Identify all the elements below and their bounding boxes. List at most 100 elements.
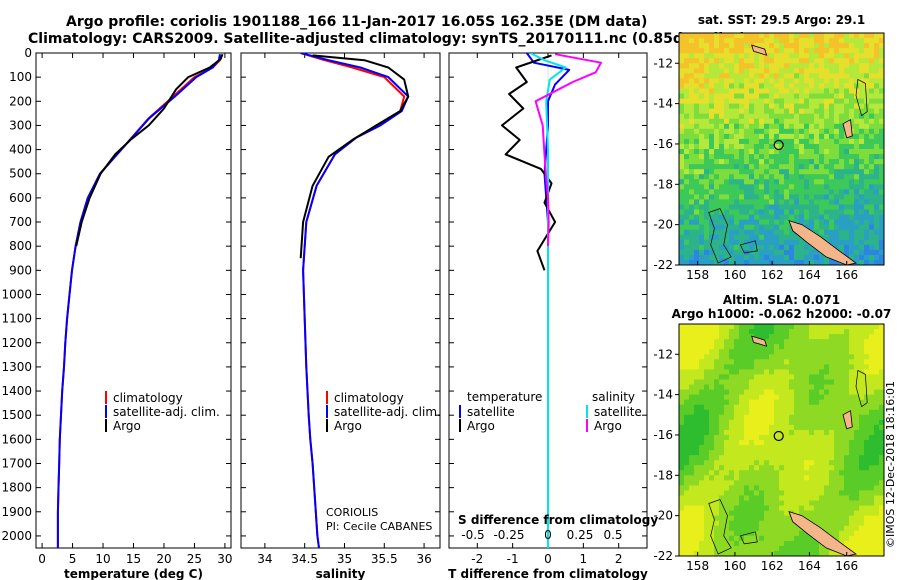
heatmap-cell <box>844 194 850 200</box>
s-difference-tick-label: 0.5 <box>603 528 622 542</box>
heatmap-cell <box>684 83 690 89</box>
heatmap-cell <box>679 123 685 130</box>
heatmap-cell <box>819 465 825 471</box>
heatmap-cell <box>709 349 715 355</box>
heatmap-cell <box>879 490 885 496</box>
heatmap-cell <box>789 113 795 120</box>
heatmap-cell <box>874 530 880 537</box>
heatmap-cell <box>794 244 800 251</box>
heatmap-cell <box>824 374 830 380</box>
heatmap-cell <box>734 113 740 120</box>
heatmap-cell <box>684 530 690 537</box>
heatmap-cell <box>689 545 695 552</box>
heatmap-cell <box>814 254 820 261</box>
heatmap-cell <box>769 419 775 426</box>
heatmap-cell <box>734 434 740 441</box>
heatmap-cell <box>794 103 800 110</box>
heatmap-cell <box>829 108 835 115</box>
heatmap-cell <box>679 404 685 411</box>
heatmap-cell <box>779 93 785 99</box>
heatmap-cell <box>874 199 880 205</box>
heatmap-cell <box>844 530 850 537</box>
heatmap-cell <box>699 48 705 54</box>
heatmap-cell <box>769 465 775 471</box>
heatmap-cell <box>684 450 690 456</box>
heatmap-cell <box>874 450 880 456</box>
legend-temperature: climatology satellite-adj. clim. Argo <box>105 391 220 433</box>
heatmap-cell <box>839 179 845 185</box>
heatmap-cell <box>699 495 705 501</box>
heatmap-cell <box>779 63 785 69</box>
heatmap-cell <box>864 174 870 180</box>
heatmap-cell <box>774 159 780 165</box>
heatmap-cell <box>849 339 855 345</box>
heatmap-cell <box>769 349 775 355</box>
heatmap-cell <box>694 194 700 200</box>
heatmap-cell <box>784 38 790 44</box>
heatmap-cell <box>779 259 785 266</box>
heatmap-cell <box>769 48 775 54</box>
heatmap-cell <box>839 344 845 350</box>
heatmap-cell <box>679 68 685 74</box>
heatmap-cell <box>769 445 775 451</box>
heatmap-cell <box>679 78 685 84</box>
heatmap-cell <box>764 58 770 64</box>
heatmap-cell <box>794 450 800 456</box>
heatmap-cell <box>679 229 685 236</box>
heatmap-cell <box>684 545 690 552</box>
heatmap-cell <box>824 88 830 94</box>
heatmap-cell <box>699 409 705 416</box>
heatmap-cell <box>684 495 690 501</box>
heatmap-cell <box>864 384 870 390</box>
heatmap-cell <box>764 83 770 89</box>
heatmap-cell <box>724 394 730 401</box>
heatmap-cell <box>754 515 760 522</box>
heatmap-cell <box>764 394 770 401</box>
heatmap-cell <box>784 68 790 74</box>
heatmap-cell <box>809 339 815 345</box>
heatmap-cell <box>834 214 840 221</box>
heatmap-cell <box>804 149 810 155</box>
heatmap-cell <box>829 138 835 145</box>
heatmap-cell <box>714 219 720 226</box>
heatmap-cell <box>799 359 805 365</box>
heatmap-cell <box>854 460 860 466</box>
heatmap-cell <box>799 465 805 471</box>
heatmap-cell <box>779 450 785 456</box>
heatmap-cell <box>684 354 690 360</box>
heatmap-cell <box>809 329 815 335</box>
heatmap-cell <box>694 149 700 155</box>
heatmap-cell <box>764 455 770 461</box>
heatmap-cell <box>859 174 865 180</box>
heatmap-cell <box>764 384 770 390</box>
heatmap-cell <box>689 169 695 175</box>
heatmap-cell <box>834 128 840 135</box>
heatmap-cell <box>829 78 835 84</box>
heatmap-cell <box>789 379 795 385</box>
heatmap-cell <box>789 98 795 105</box>
heatmap-cell <box>829 43 835 49</box>
heatmap-cell <box>794 174 800 180</box>
heatmap-cell <box>744 189 750 195</box>
heatmap-cell <box>854 419 860 426</box>
heatmap-cell <box>744 98 750 105</box>
heatmap-cell <box>709 470 715 476</box>
heatmap-cell <box>869 475 875 481</box>
heatmap-cell <box>789 455 795 461</box>
x-tick-label: 164 <box>798 559 821 573</box>
heatmap-cell <box>719 98 725 105</box>
heatmap-cell <box>849 389 855 396</box>
heatmap-cell <box>834 43 840 49</box>
heatmap-cell <box>794 123 800 130</box>
heatmap-cell <box>844 399 850 406</box>
heatmap-cell <box>694 33 700 39</box>
heatmap-cell <box>719 535 725 542</box>
heatmap-cell <box>694 530 700 537</box>
heatmap-cell <box>779 399 785 406</box>
heatmap-cell <box>759 354 765 360</box>
heatmap-cell <box>784 93 790 99</box>
heatmap-cell <box>769 118 775 125</box>
heatmap-cell <box>684 379 690 385</box>
heatmap-cell <box>814 329 820 335</box>
heatmap-cell <box>869 219 875 226</box>
